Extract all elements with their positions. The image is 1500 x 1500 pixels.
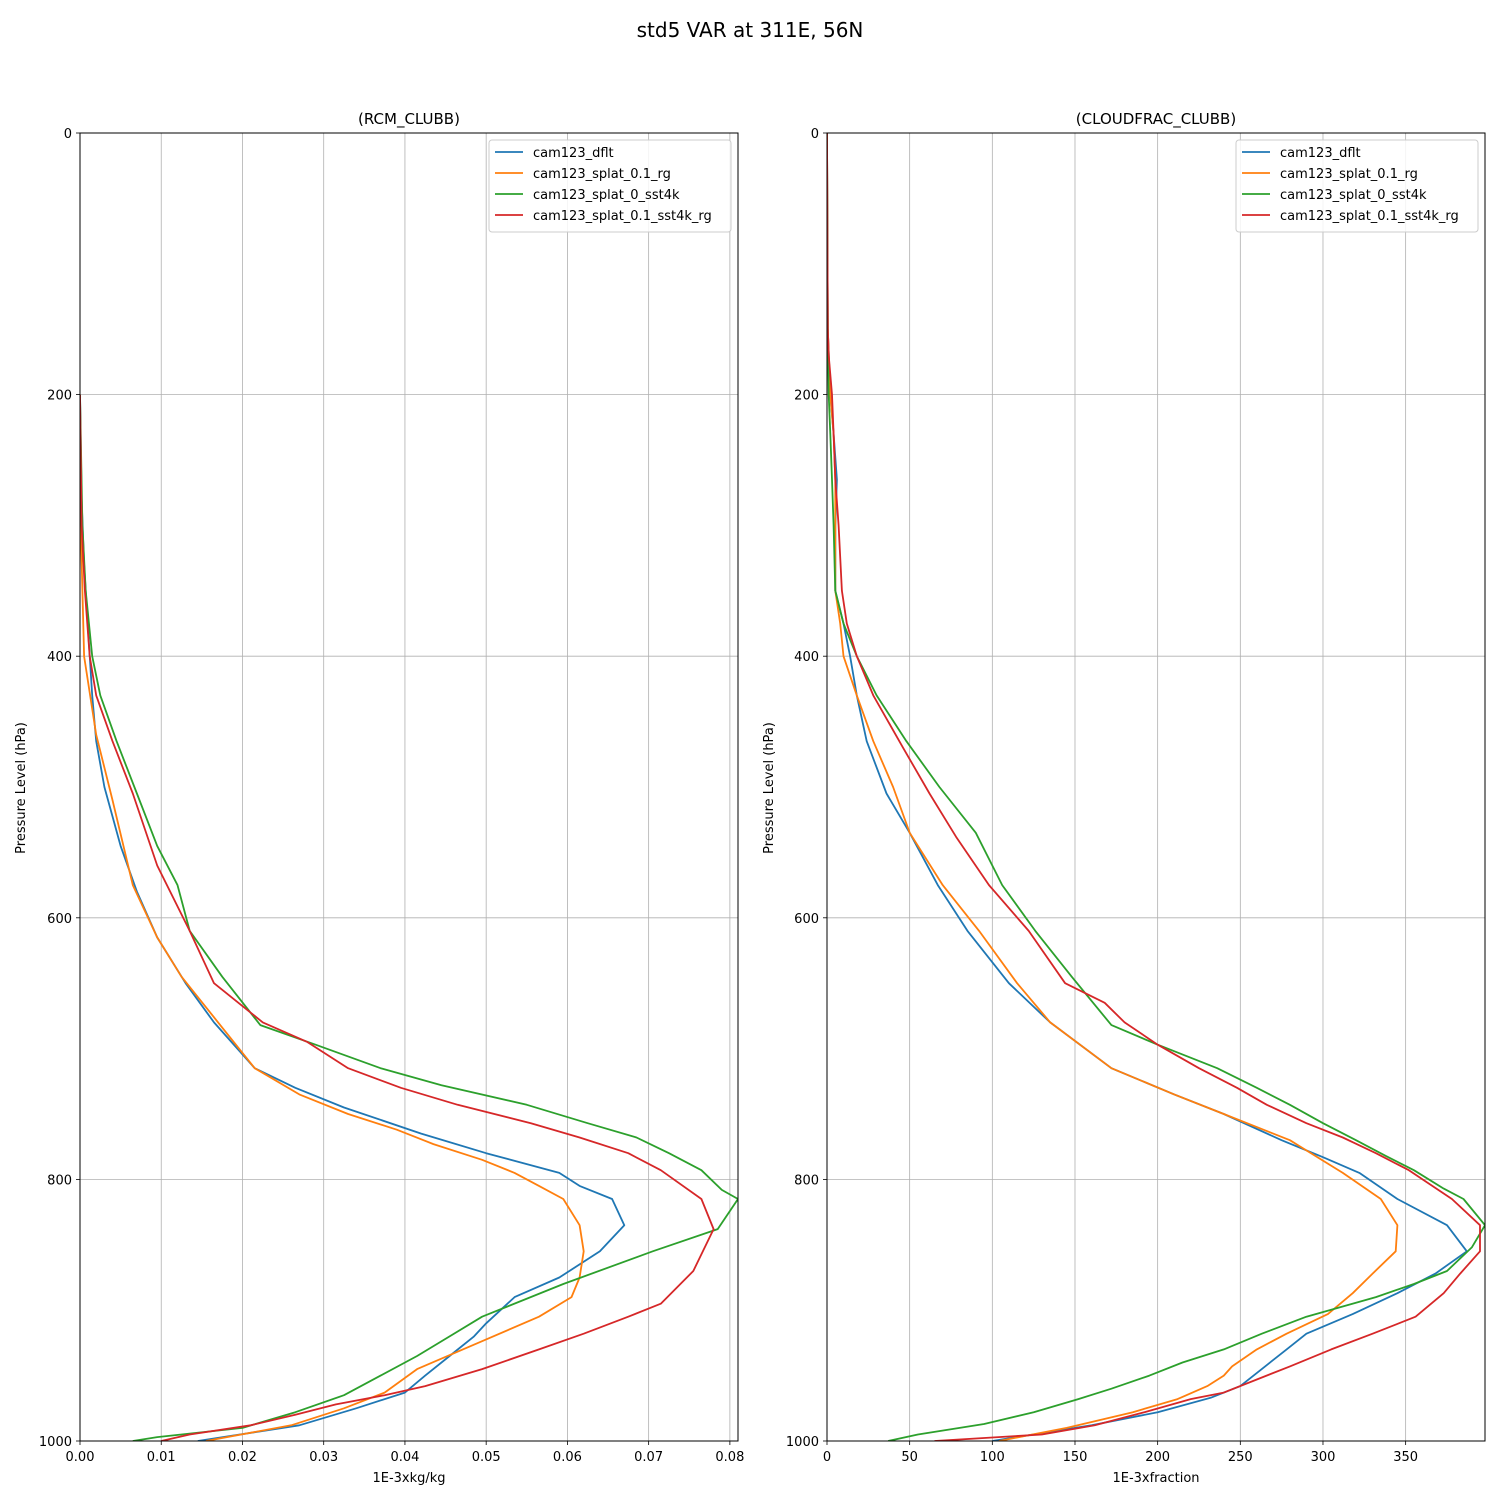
x-tick-label: 250: [1228, 1450, 1253, 1465]
x-tick-label: 300: [1311, 1450, 1336, 1465]
x-tick-label: 200: [1145, 1450, 1170, 1465]
legend-entry: cam123_splat_0_sst4k: [1280, 188, 1427, 203]
legend-entry: cam123_splat_0.1_sst4k_rg: [1280, 209, 1459, 224]
x-tick-label: 150: [1063, 1450, 1088, 1465]
x-tick-label: 50: [901, 1450, 918, 1465]
axes-frame: [826, 132, 1486, 1442]
x-tick-label: 0.01: [147, 1450, 176, 1465]
y-tick-label: 600: [47, 912, 72, 927]
axes-frame: [79, 132, 739, 1442]
panel-cloudfrac-clubb: (CLOUDFRAC_CLUBB) 1E-3xfraction Pressure…: [762, 110, 1486, 1486]
y-tick-label: 0: [811, 127, 819, 142]
y-tick-label: 200: [47, 389, 72, 404]
y-tick-label: 200: [794, 389, 819, 404]
x-axis-label: 1E-3xkg/kg: [372, 1471, 445, 1486]
y-tick-label: 1000: [39, 1435, 72, 1450]
series-line-cam123_dflt: [827, 133, 1468, 1441]
legend: cam123_dflt cam123_splat_0.1_rg cam123_spl…: [488, 139, 732, 233]
x-tick-label: 350: [1393, 1450, 1418, 1465]
panel-title: (RCM_CLUBB): [358, 110, 460, 129]
x-tick-label: 0.08: [715, 1450, 744, 1465]
x-tick-label: 0.03: [309, 1450, 338, 1465]
x-tick-label: 0.06: [553, 1450, 582, 1465]
y-tick-label: 800: [794, 1173, 819, 1188]
series-line-cam123_splat_0_sst4k: [80, 394, 738, 1441]
x-tick-label: 100: [980, 1450, 1005, 1465]
x-tick-label: 0.04: [390, 1450, 419, 1465]
grid: [79, 132, 738, 1442]
series-group: [80, 394, 738, 1441]
series-line-cam123_splat_0.1_rg: [80, 394, 585, 1441]
y-tick-label: 600: [794, 912, 819, 927]
x-tick-label: 0.02: [228, 1450, 257, 1465]
y-tick-label: 800: [47, 1173, 72, 1188]
x-tick-label: 0: [823, 1450, 831, 1465]
x-tick-label: 0.05: [472, 1450, 501, 1465]
legend-entry: cam123_dflt: [1280, 146, 1361, 161]
legend-entry: cam123_splat_0.1_rg: [533, 167, 671, 182]
figure-suptitle: std5 VAR at 311E, 56N: [637, 18, 864, 42]
legend-entry: cam123_splat_0.1_sst4k_rg: [533, 209, 712, 224]
x-tick-label: 0.07: [634, 1450, 663, 1465]
panel-title: (CLOUDFRAC_CLUBB): [1076, 110, 1236, 129]
legend-entry: cam123_splat_0.1_rg: [1280, 167, 1418, 182]
y-axis-label: Pressure Level (hPa): [14, 722, 29, 854]
y-tick-label: 1000: [786, 1435, 819, 1450]
y-tick-label: 400: [794, 650, 819, 665]
series-line-cam123_splat_0.1_sst4k_rg: [80, 394, 715, 1441]
x-axis-label: 1E-3xfraction: [1112, 1471, 1199, 1486]
legend: cam123_dflt cam123_splat_0.1_rg cam123_spl…: [1235, 139, 1479, 233]
y-tick-label: 400: [47, 650, 72, 665]
legend-box: [488, 139, 732, 233]
series-line-cam123_splat_0_sst4k: [827, 133, 1485, 1441]
y-axis-label: Pressure Level (hPa): [762, 722, 777, 854]
series-line-cam123_splat_0.1_sst4k_rg: [827, 133, 1481, 1441]
legend-box: [1235, 139, 1479, 233]
y-tick-label: 0: [64, 127, 72, 142]
legend-entry: cam123_splat_0_sst4k: [533, 188, 680, 203]
panel-rcm-clubb: (RCM_CLUBB) 1E-3xkg/kg Pressure Level (h…: [14, 110, 744, 1486]
x-tick-label: 0.00: [66, 1450, 95, 1465]
series-line-cam123_splat_0.1_rg: [827, 133, 1399, 1441]
legend-entry: cam123_dflt: [533, 146, 614, 161]
series-group: [827, 133, 1485, 1441]
